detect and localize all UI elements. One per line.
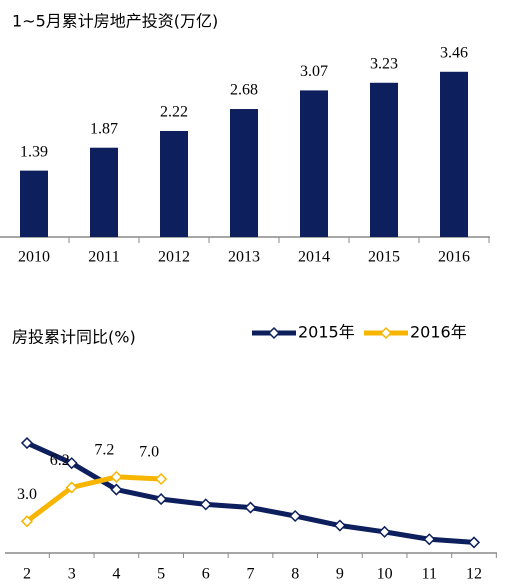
point [289, 509, 302, 523]
data-label: 1.87 [90, 120, 118, 137]
chart-title: 1~5月累计房地产投资(万亿) [12, 12, 218, 31]
series-line [25, 474, 162, 524]
x-tick-label: 7 [247, 566, 255, 583]
point [110, 483, 123, 496]
x-tick-label: 12 [466, 566, 482, 583]
x-tick-label: 9 [336, 566, 344, 583]
data-label: 2.68 [230, 82, 258, 99]
bar [370, 82, 398, 237]
point [20, 515, 34, 528]
point [378, 525, 391, 538]
legend-marker [379, 326, 393, 340]
data-label: 1.39 [20, 143, 48, 160]
point [110, 470, 123, 483]
x-tick-label: 4 [112, 566, 120, 583]
point [20, 436, 34, 450]
x-tick-label: 8 [291, 566, 299, 583]
x-tick-label: 3 [68, 566, 76, 583]
point [65, 457, 78, 470]
x-tick-label: 2014 [298, 249, 330, 266]
x-tick-label: 2016 [438, 249, 470, 266]
x-tick-label: 5 [157, 566, 165, 583]
point [155, 493, 168, 506]
data-label: 3.46 [440, 44, 468, 61]
point [423, 533, 436, 546]
x-tick-label: 10 [377, 566, 393, 583]
legend-marker [267, 326, 281, 340]
point [199, 498, 212, 511]
data-label: 2.22 [160, 104, 188, 121]
point [155, 472, 168, 486]
data-label: 6.2 [50, 452, 70, 469]
x-tick-label: 2015 [368, 249, 400, 266]
bar [160, 130, 188, 237]
data-label: 3.23 [370, 55, 398, 72]
bar [90, 147, 118, 237]
point [244, 501, 257, 514]
x-tick-label: 2 [23, 566, 31, 583]
data-label: 3.0 [17, 486, 37, 503]
x-tick-label: 2011 [88, 249, 119, 266]
legend-label: 2016年 [410, 323, 467, 342]
data-label: 3.07 [300, 63, 328, 80]
point [65, 481, 78, 494]
x-tick-label: 2013 [228, 249, 260, 266]
chart-title: 房投累计同比(%) [12, 328, 136, 347]
point [467, 536, 481, 549]
x-tick-label: 11 [422, 566, 437, 583]
data-label: 7.0 [139, 444, 159, 461]
x-tick-label: 2012 [158, 249, 190, 266]
legend-label: 2015年 [298, 323, 355, 342]
point [333, 519, 346, 532]
bar [230, 109, 258, 237]
x-tick-label: 6 [202, 566, 210, 583]
bar [440, 71, 468, 237]
x-tick-label: 2010 [18, 249, 50, 266]
data-label: 7.2 [94, 442, 114, 459]
bar [20, 170, 48, 237]
bar [300, 90, 328, 237]
